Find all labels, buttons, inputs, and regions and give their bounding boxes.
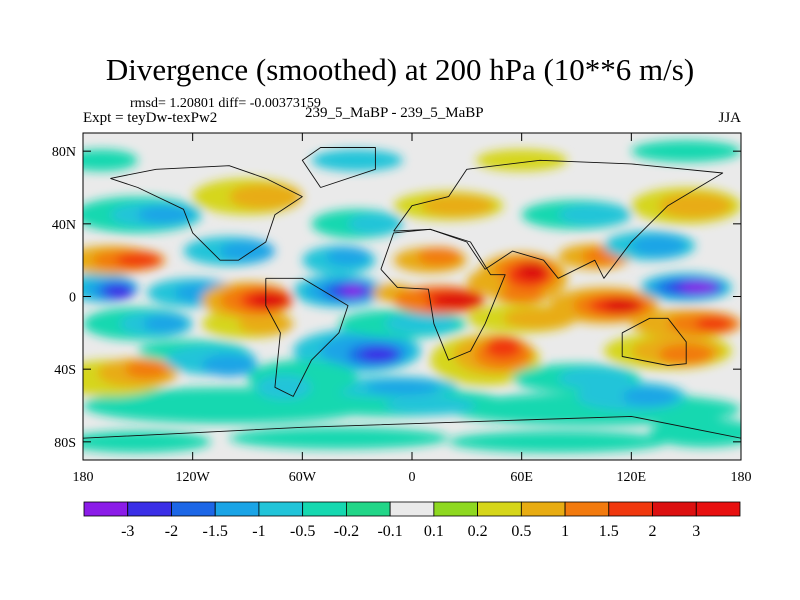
colorbar-level-label: -0.5 bbox=[290, 523, 315, 540]
contour-blob-31 bbox=[256, 374, 312, 401]
colorbar-swatch-14 bbox=[695, 501, 741, 517]
x-tick-label: 180 bbox=[73, 470, 94, 485]
contour-blob-69 bbox=[466, 271, 504, 293]
colorbar-level-label: 1.5 bbox=[599, 523, 619, 540]
coastline-0 bbox=[265, 277, 349, 397]
contour-blob-44 bbox=[695, 316, 732, 332]
contour-blob-103 bbox=[558, 203, 632, 226]
contour-blob-5 bbox=[448, 430, 668, 453]
colorbar-swatch-7 bbox=[389, 501, 435, 517]
colorbar-level-label: -0.2 bbox=[334, 523, 359, 540]
contour-blob-92 bbox=[631, 234, 687, 257]
contour-blob-67 bbox=[518, 261, 548, 281]
colorbar-level-label: -1 bbox=[252, 523, 265, 540]
colorbar-level-label: -2 bbox=[165, 523, 178, 540]
contour-blob-97 bbox=[229, 183, 303, 210]
contour-blob-99 bbox=[348, 212, 403, 235]
colorbar-swatch-0 bbox=[83, 501, 129, 517]
season-label: JJA bbox=[718, 110, 741, 126]
contour-blob-35 bbox=[143, 314, 188, 333]
colorbar-level-label: 0.5 bbox=[511, 523, 531, 540]
contour-fills bbox=[83, 140, 741, 453]
coastline-6 bbox=[83, 415, 741, 439]
colorbar-level-label: -1.5 bbox=[203, 523, 228, 540]
colorbar-swatch-5 bbox=[302, 501, 347, 517]
y-tick-label: 40S bbox=[54, 363, 76, 378]
coastline-4 bbox=[621, 317, 687, 366]
contour-blob-108 bbox=[475, 149, 568, 172]
contour-blob-101 bbox=[421, 194, 495, 217]
contour-blob-82 bbox=[115, 252, 160, 268]
colorbar-swatch-13 bbox=[652, 501, 697, 517]
contour-blob-39 bbox=[384, 312, 458, 335]
contour-blob-6 bbox=[649, 418, 741, 448]
colorbar-level-label: 3 bbox=[692, 523, 700, 540]
contour-blob-59 bbox=[342, 285, 365, 297]
contour-blob-73 bbox=[603, 298, 641, 313]
contour-blob-16 bbox=[360, 347, 398, 362]
contour-blob-78 bbox=[680, 281, 718, 293]
colorbar-swatch-10 bbox=[520, 501, 566, 517]
chart-title: Divergence (smoothed) at 200 hPa (10**6 … bbox=[105, 52, 695, 87]
coastline-3 bbox=[393, 159, 724, 279]
contour-blob-18 bbox=[366, 380, 440, 395]
contour-blob-106 bbox=[83, 149, 138, 172]
colorbar-swatch-8 bbox=[433, 501, 479, 517]
contour-blob-68 bbox=[499, 289, 544, 304]
colorbar-level-label: 1 bbox=[561, 523, 569, 540]
contour-blob-88 bbox=[417, 247, 462, 266]
colorbar-level-label: 0.2 bbox=[468, 523, 488, 540]
contour-blob-9 bbox=[125, 360, 169, 379]
colorbar-level-label: 0.1 bbox=[424, 523, 444, 540]
contour-blob-4 bbox=[229, 427, 449, 450]
y-tick-label: 0 bbox=[69, 291, 76, 306]
contour-blob-95 bbox=[137, 205, 193, 224]
contour-blob-105 bbox=[658, 192, 732, 219]
contour-blob-79 bbox=[393, 294, 431, 310]
x-tick-label: 180 bbox=[731, 470, 752, 485]
colorbar-swatch-6 bbox=[345, 501, 391, 517]
colorbar-swatch-4 bbox=[258, 501, 304, 517]
colorbar: -3 -2 -1.5 -1 -0.5 -0.2 -0.1 0.1 0.2 0.5 1 1.5 2 3 bbox=[83, 501, 741, 540]
colorbar-level-label: 2 bbox=[649, 523, 657, 540]
y-tick-label: 80N bbox=[52, 145, 76, 160]
colorbar-level-label: -0.1 bbox=[377, 523, 402, 540]
colorbar-level-label: -3 bbox=[121, 523, 134, 540]
x-tick-label: 60W bbox=[289, 470, 317, 485]
colorbar-swatch-11 bbox=[564, 501, 610, 517]
x-tick-label: 120E bbox=[617, 470, 647, 485]
divergence-field bbox=[83, 140, 741, 453]
contour-blob-22 bbox=[485, 336, 522, 359]
contour-blob-12 bbox=[201, 354, 257, 377]
y-tick-label: 80S bbox=[54, 436, 76, 451]
colorbar-swatch-3 bbox=[214, 501, 260, 517]
x-axis: 180 120W 60W 0 60E 120E 180 bbox=[73, 133, 752, 485]
colorbar-swatch-1 bbox=[127, 501, 172, 517]
continent-outlines bbox=[83, 147, 741, 439]
contour-blob-48 bbox=[104, 283, 135, 299]
rmsd-diff-stats: rmsd= 1.20801 diff= -0.00373159 bbox=[130, 96, 321, 111]
x-tick-label: 0 bbox=[409, 470, 416, 485]
contour-blob-63 bbox=[432, 292, 484, 308]
contour-blob-29 bbox=[622, 387, 678, 406]
colorbar-swatch-2 bbox=[171, 501, 216, 517]
contour-blob-84 bbox=[220, 240, 275, 262]
contour-blob-109 bbox=[631, 140, 741, 163]
coastline-5 bbox=[301, 147, 376, 188]
contour-blob-54 bbox=[251, 292, 288, 308]
experiment-label: Expt = teyDw-texPw2 bbox=[83, 110, 218, 126]
contour-blob-86 bbox=[326, 247, 370, 266]
coastline-1 bbox=[110, 165, 303, 261]
x-tick-label: 60E bbox=[510, 470, 533, 485]
colorbar-swatch-9 bbox=[477, 501, 522, 517]
y-axis: 80N 40N 0 40S 80S bbox=[52, 145, 741, 451]
x-tick-label: 120W bbox=[176, 470, 211, 485]
contour-blob-32 bbox=[384, 396, 476, 415]
contour-blob-37 bbox=[238, 312, 294, 335]
contour-blob-107 bbox=[311, 149, 403, 172]
colorbar-swatch-12 bbox=[608, 501, 653, 517]
subtitle-label: 239_5_MaBP - 239_5_MaBP bbox=[305, 105, 484, 121]
y-tick-label: 40N bbox=[52, 218, 76, 233]
